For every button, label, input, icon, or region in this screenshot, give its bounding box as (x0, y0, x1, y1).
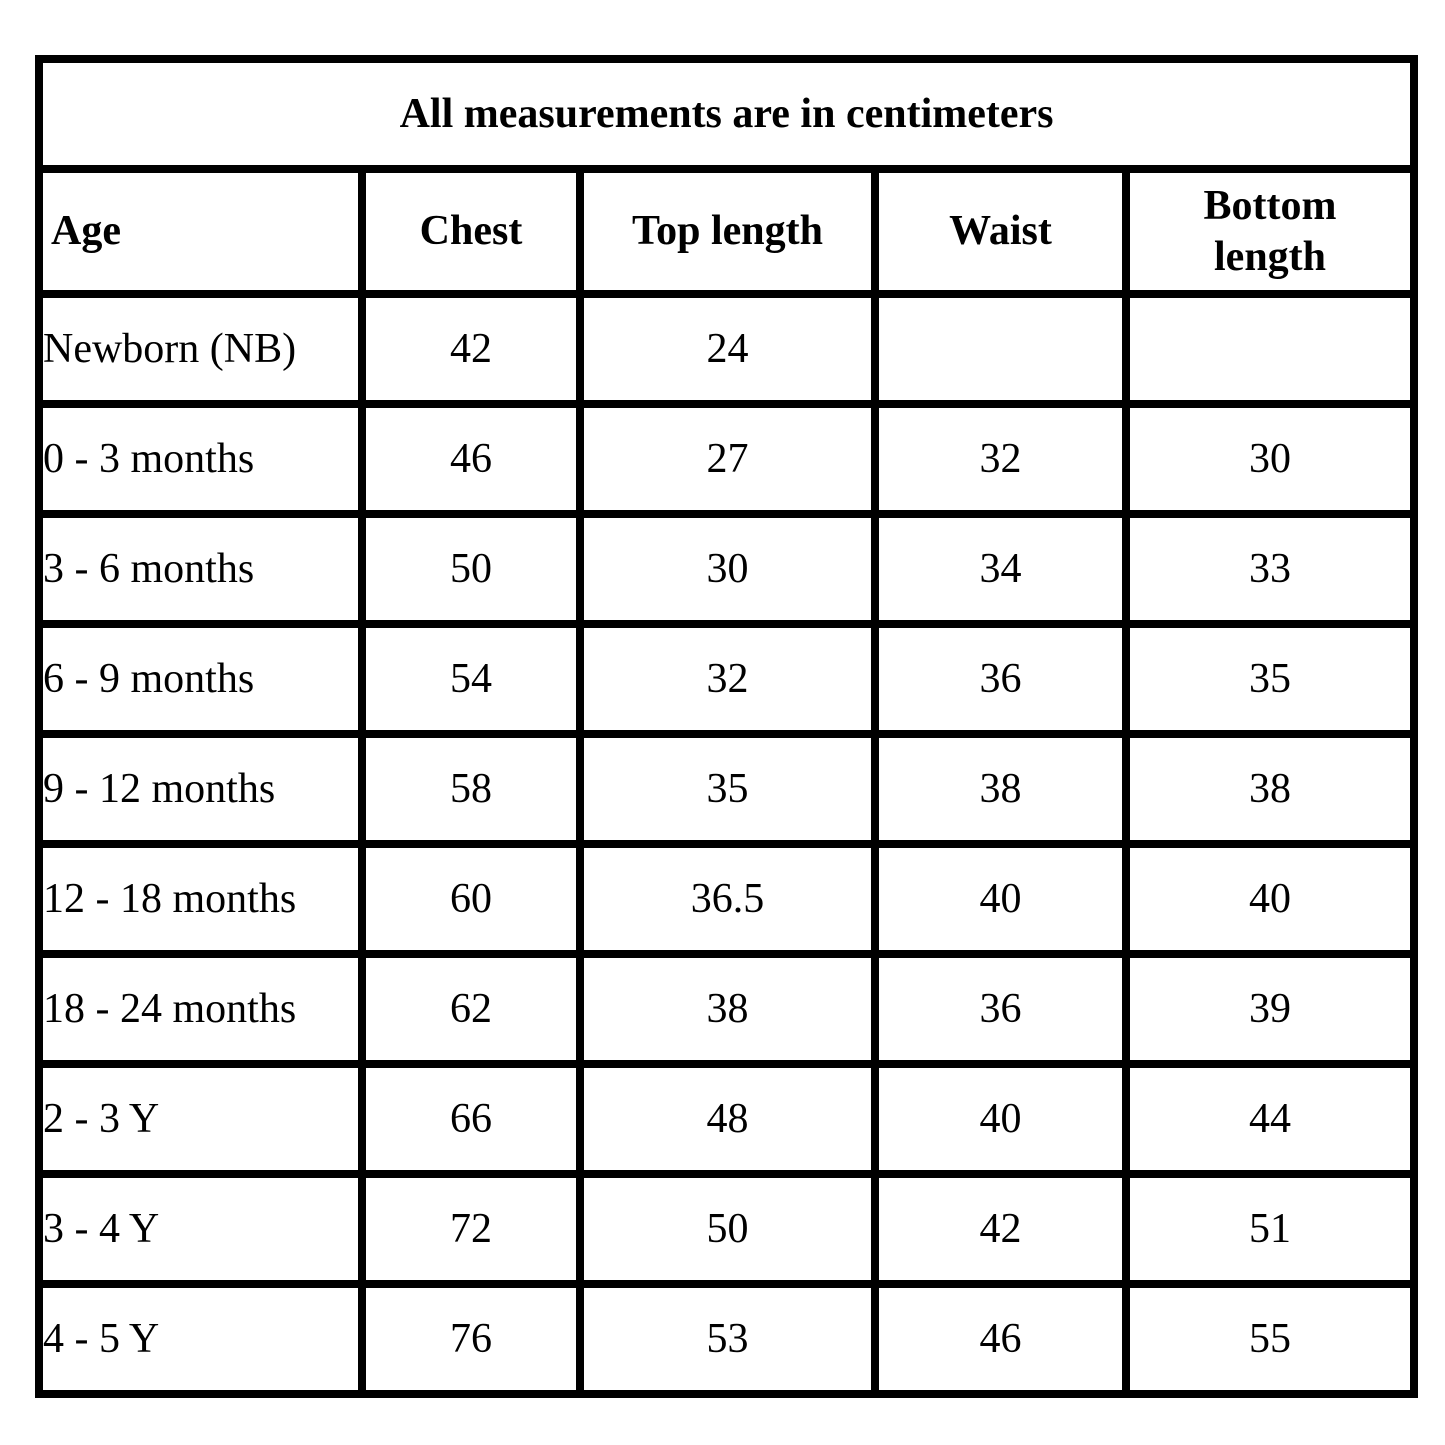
age-cell: 0 - 3 months (35, 400, 366, 518)
age-cell: 4 - 5 Y (35, 1280, 366, 1398)
chest-cell: 62 (358, 950, 584, 1068)
waist-cell (871, 290, 1130, 408)
table-row: 12 - 18 months 60 36.5 40 40 (35, 840, 1419, 958)
column-header-bottom-length: Bottom length (1121, 165, 1419, 298)
column-header-top-length: Top length (576, 165, 879, 298)
age-cell: 18 - 24 months (35, 950, 366, 1068)
age-cell: 6 - 9 months (35, 620, 366, 738)
top-length-cell: 53 (576, 1280, 879, 1398)
bottom-length-cell: 39 (1121, 950, 1419, 1068)
column-header-age: Age (35, 165, 366, 298)
table-row: 2 - 3 Y 66 48 40 44 (35, 1060, 1419, 1178)
column-header-age-label: Age (51, 208, 121, 255)
top-length-cell: 38 (576, 950, 879, 1068)
size-chart-table: All measurements are in centimeters Age … (34, 55, 1419, 1398)
table-row: 3 - 4 Y 72 50 42 51 (35, 1170, 1419, 1288)
top-length-cell: 48 (576, 1060, 879, 1178)
table-row: 3 - 6 months 50 30 34 33 (35, 510, 1419, 628)
table-row: 6 - 9 months 54 32 36 35 (35, 620, 1419, 738)
top-length-cell: 24 (576, 290, 879, 408)
table-row: 4 - 5 Y 76 53 46 55 (35, 1280, 1419, 1398)
top-length-cell: 35 (576, 730, 879, 848)
age-cell: 12 - 18 months (35, 840, 366, 958)
chest-cell: 50 (358, 510, 584, 628)
column-header-bottom-length-label: Bottom length (1203, 183, 1337, 280)
chest-cell: 54 (358, 620, 584, 738)
chest-cell: 76 (358, 1280, 584, 1398)
waist-cell: 38 (871, 730, 1130, 848)
bottom-length-cell: 55 (1121, 1280, 1419, 1398)
waist-cell: 32 (871, 400, 1130, 518)
title-row: All measurements are in centimeters (34, 55, 1419, 173)
chest-cell: 58 (358, 730, 584, 848)
chest-cell: 60 (358, 840, 584, 958)
age-cell: 3 - 6 months (35, 510, 366, 628)
top-length-cell: 30 (576, 510, 879, 628)
column-header-waist-label: Waist (949, 208, 1052, 255)
top-length-cell: 50 (576, 1170, 879, 1288)
table-row: Newborn (NB) 42 24 (35, 290, 1419, 408)
bottom-length-cell: 44 (1121, 1060, 1419, 1178)
chest-cell: 46 (358, 400, 584, 518)
age-cell: 9 - 12 months (35, 730, 366, 848)
bottom-length-cell: 38 (1121, 730, 1419, 848)
waist-cell: 36 (871, 620, 1130, 738)
chest-cell: 42 (358, 290, 584, 408)
age-cell: Newborn (NB) (35, 290, 366, 408)
table-row: 18 - 24 months 62 38 36 39 (35, 950, 1419, 1068)
bottom-length-cell: 33 (1121, 510, 1419, 628)
top-length-cell: 27 (576, 400, 879, 518)
waist-cell: 46 (871, 1280, 1130, 1398)
top-length-cell: 36.5 (576, 840, 879, 958)
bottom-length-cell: 40 (1121, 840, 1419, 958)
waist-cell: 36 (871, 950, 1130, 1068)
column-header-chest: Chest (358, 165, 584, 298)
waist-cell: 34 (871, 510, 1130, 628)
table-row: 0 - 3 months 46 27 32 30 (35, 400, 1419, 518)
bottom-length-cell: 51 (1121, 1170, 1419, 1288)
waist-cell: 40 (871, 1060, 1130, 1178)
table-row: 9 - 12 months 58 35 38 38 (35, 730, 1419, 848)
top-length-cell: 32 (576, 620, 879, 738)
column-header-waist: Waist (871, 165, 1130, 298)
age-cell: 2 - 3 Y (35, 1060, 366, 1178)
bottom-length-cell: 30 (1121, 400, 1419, 518)
waist-cell: 40 (871, 840, 1130, 958)
header-row: Age Chest Top length Waist Bottom length (35, 165, 1419, 298)
waist-cell: 42 (871, 1170, 1130, 1288)
bottom-length-cell (1121, 290, 1419, 408)
age-cell: 3 - 4 Y (35, 1170, 366, 1288)
bottom-length-cell: 35 (1121, 620, 1419, 738)
column-header-chest-label: Chest (419, 208, 523, 255)
column-header-top-length-label: Top length (631, 208, 824, 255)
table-title: All measurements are in centimeters (34, 55, 1419, 173)
chest-cell: 72 (358, 1170, 584, 1288)
chest-cell: 66 (358, 1060, 584, 1178)
